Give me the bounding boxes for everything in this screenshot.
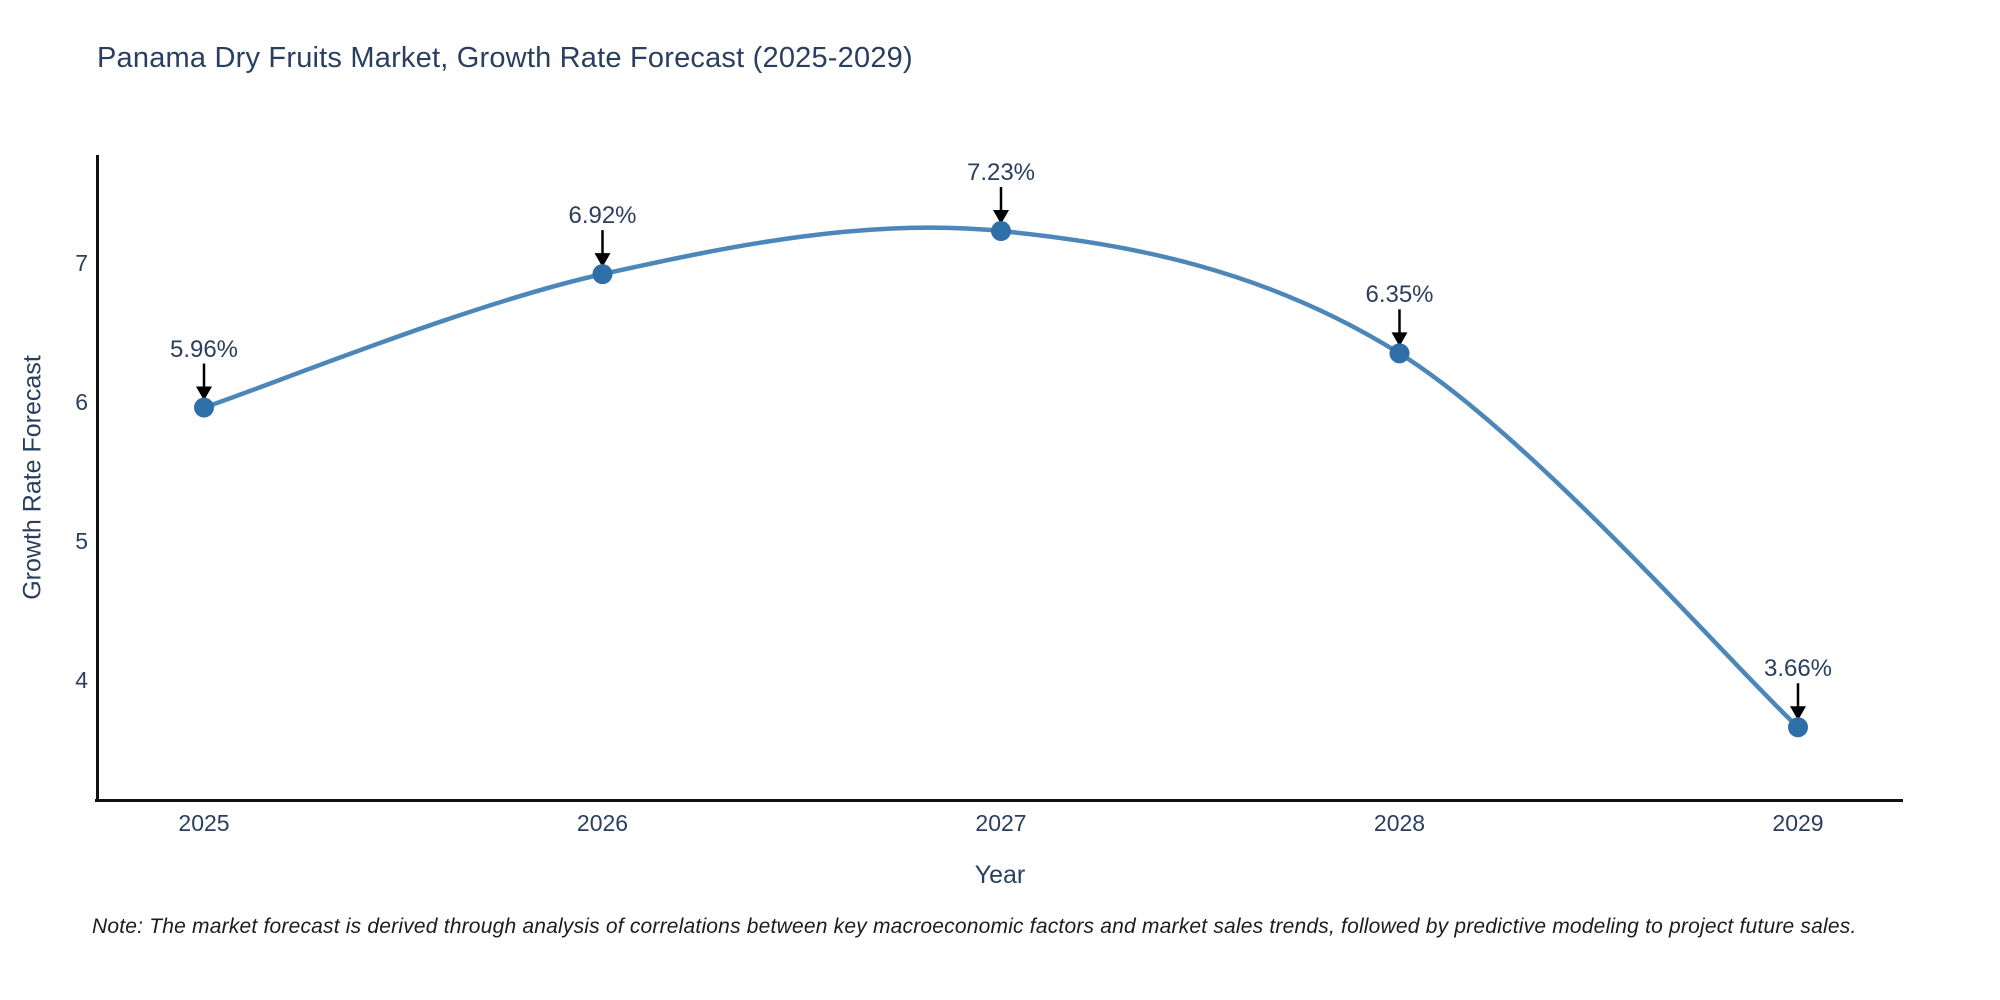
- x-tick-label: 2028: [1373, 810, 1426, 836]
- x-axis-line: [95, 799, 1903, 802]
- annotation-arrowhead: [1391, 332, 1408, 347]
- data-point-marker: [1788, 717, 1808, 738]
- chart-title: Panama Dry Fruits Market, Growth Rate Fo…: [97, 42, 913, 74]
- data-point-label: 7.23%: [966, 159, 1036, 187]
- data-point-label: 6.92%: [568, 202, 637, 230]
- y-tick-label: 5: [75, 528, 88, 554]
- data-point-label: 3.66%: [1763, 655, 1833, 683]
- x-tick-label: 2027: [975, 810, 1027, 836]
- annotation-arrowhead: [993, 210, 1009, 225]
- footnote: Note: The market forecast is derived thr…: [92, 915, 1857, 938]
- forecast-line: [201, 225, 1801, 730]
- x-tick-label: 2025: [178, 810, 230, 836]
- data-point-marker: [592, 264, 613, 285]
- data-point-marker: [991, 221, 1011, 242]
- data-point-marker: [194, 397, 214, 418]
- x-axis-title: Year: [974, 861, 1026, 889]
- y-axis-line: [96, 155, 99, 802]
- x-tick-label: 2026: [576, 810, 629, 836]
- annotation-arrowhead: [594, 253, 611, 268]
- x-tick-label: 2029: [1772, 810, 1824, 836]
- data-point-label: 5.96%: [169, 335, 239, 363]
- annotation-arrowhead: [196, 386, 212, 401]
- y-tick-label: 4: [75, 667, 88, 693]
- data-point-marker: [1389, 343, 1410, 364]
- y-axis-title: Growth Rate Forecast: [18, 355, 47, 600]
- y-tick-label: 7: [75, 250, 88, 276]
- annotation-arrowhead: [1790, 706, 1806, 721]
- data-point-label: 6.35%: [1365, 281, 1434, 309]
- y-tick-label: 6: [75, 389, 88, 415]
